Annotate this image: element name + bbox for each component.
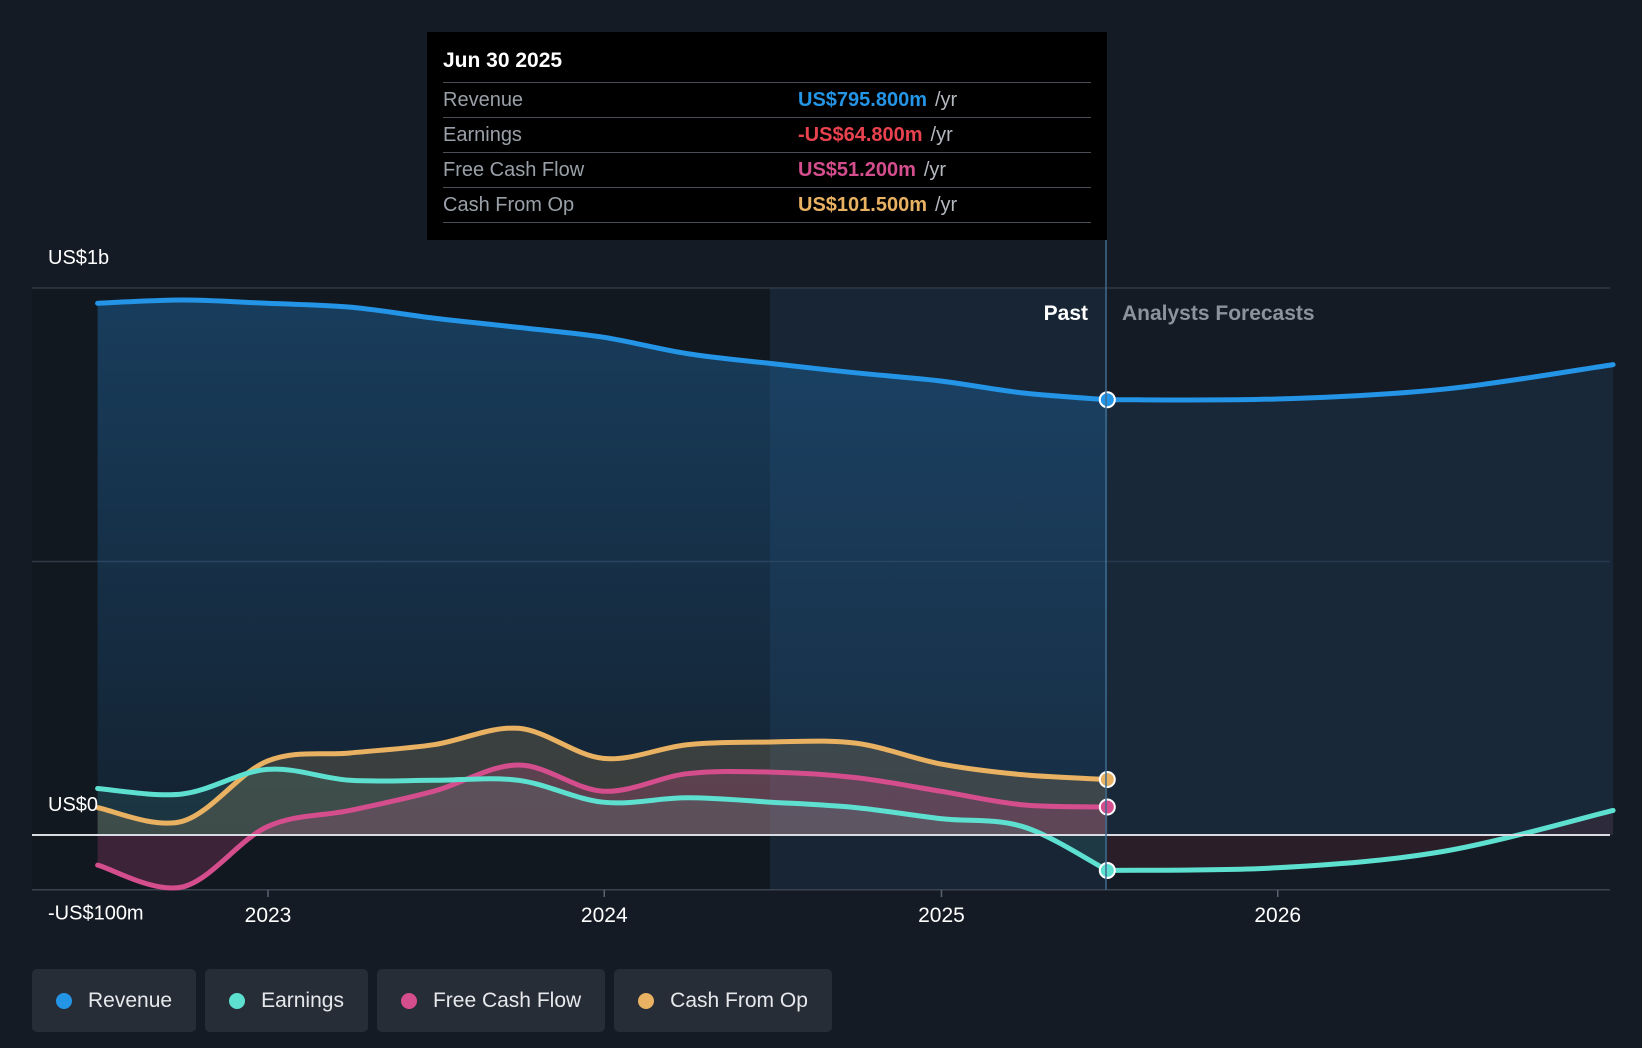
- legend-item-cfo[interactable]: Cash From Op: [614, 969, 832, 1032]
- y-tick-label: -US$100m: [48, 903, 144, 925]
- legend-item-fcf[interactable]: Free Cash Flow: [376, 969, 606, 1032]
- legend-label: Free Cash Flow: [432, 988, 582, 1012]
- tooltip-value: US$101.500m: [798, 194, 927, 216]
- legend-label: Cash From Op: [670, 988, 808, 1012]
- x-tick-label: 2023: [245, 904, 292, 927]
- tooltip-unit: /yr: [934, 194, 958, 216]
- series-areas: [97, 300, 1614, 889]
- earnings-forecast-area: [1107, 810, 1614, 871]
- tooltip-date: Jun 30 2025: [443, 49, 563, 72]
- cash-from-op-marker[interactable]: [1098, 770, 1116, 788]
- legend: Revenue Earnings Free Cash Flow Cash Fro…: [32, 969, 841, 1032]
- y-tick-label: US$1b: [48, 247, 109, 269]
- earnings-line: [95, 766, 1110, 873]
- legend-item-revenue[interactable]: Revenue: [32, 969, 197, 1032]
- tooltip-row-revenue: Revenue US$795.800m /yr: [443, 82, 1091, 117]
- revenue-area: [97, 300, 1108, 835]
- legend-item-earnings[interactable]: Earnings: [205, 969, 368, 1032]
- earnings-area: [97, 769, 1108, 871]
- tooltip-unit: /yr: [930, 124, 953, 146]
- free-cash-flow-line: [95, 762, 1110, 891]
- tooltip-value: US$51.200m: [798, 159, 916, 181]
- revenue-line: [95, 297, 1110, 403]
- cash-from-op-line: [95, 725, 1110, 826]
- tooltip-value: US$795.800m: [798, 89, 927, 111]
- x-tick-label: 2024: [581, 904, 628, 927]
- forecast-label: Analysts Forecasts: [1122, 302, 1315, 325]
- x-tick-label: 2025: [918, 904, 965, 927]
- cfo-dot-icon: [638, 992, 655, 1009]
- tooltip-label: Free Cash Flow: [443, 159, 585, 181]
- legend-label: Revenue: [88, 988, 173, 1012]
- earnings-marker[interactable]: [1098, 861, 1116, 879]
- fcf-dot-icon: [400, 992, 417, 1009]
- revenue-forecast-area: [1107, 364, 1614, 835]
- y-axis-labels: US$1b US$0 -US$100m: [48, 247, 144, 925]
- free-cash-flow-marker[interactable]: [1098, 798, 1116, 816]
- tooltip-unit: /yr: [923, 159, 947, 181]
- tooltip-row-cfo: Cash From Op US$101.500m /yr: [443, 187, 1091, 223]
- y-tick-label: US$0: [48, 794, 98, 816]
- revenue-forecast-line: [1104, 362, 1616, 403]
- tooltip-unit: /yr: [934, 89, 958, 111]
- x-tick-label: 2026: [1254, 904, 1301, 927]
- earnings-dot-icon: [229, 992, 246, 1009]
- tooltip-label: Earnings: [443, 124, 522, 146]
- past-label: Past: [1044, 302, 1088, 325]
- series-lines: [32, 297, 1616, 891]
- series-markers: [1098, 391, 1116, 879]
- tooltip-label: Cash From Op: [443, 194, 575, 216]
- tooltip-label: Revenue: [443, 89, 524, 111]
- revenue-dot-icon: [56, 992, 72, 1009]
- x-axis-labels: 2023 2024 2025 2026: [245, 890, 1301, 927]
- earnings-forecast-line: [1104, 807, 1616, 873]
- tooltip: Jun 30 2025 Revenue US$795.800m /yr Earn…: [427, 32, 1107, 240]
- legend-label: Earnings: [261, 988, 344, 1012]
- revenue-marker[interactable]: [1098, 391, 1116, 409]
- tooltip-row-earnings: Earnings -US$64.800m /yr: [443, 117, 1091, 152]
- free-cash-flow-area: [97, 765, 1108, 889]
- tooltip-row-fcf: Free Cash Flow US$51.200m /yr: [443, 152, 1091, 187]
- tooltip-value: -US$64.800m: [798, 124, 923, 146]
